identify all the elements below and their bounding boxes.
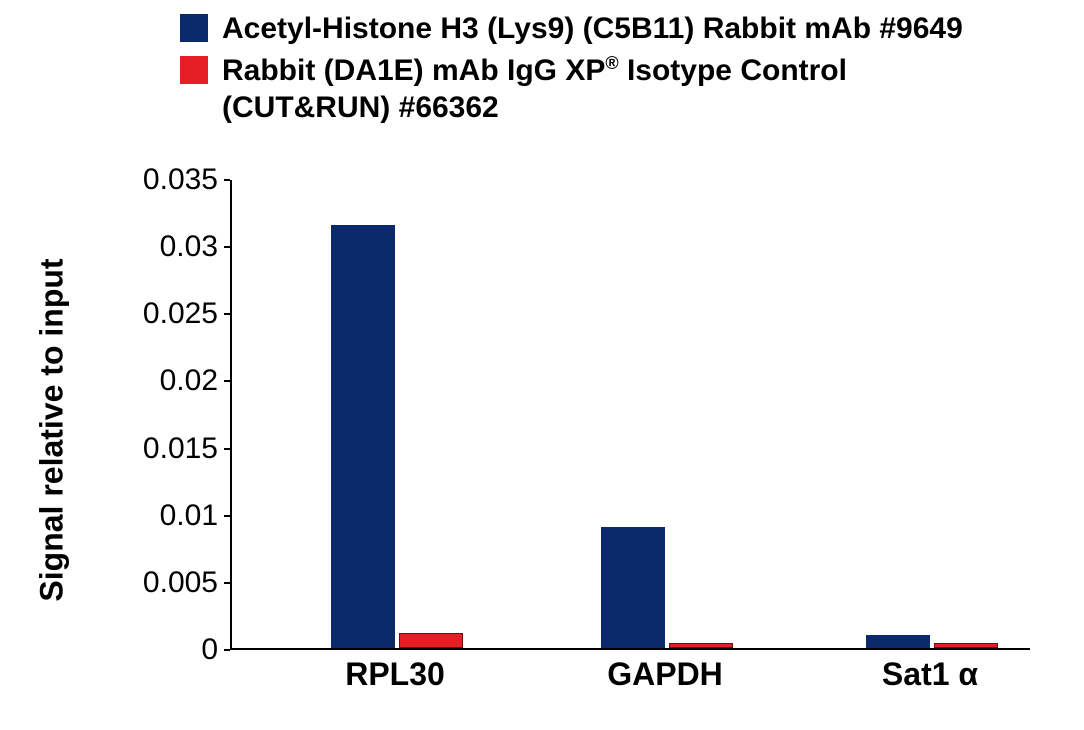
legend-item: Rabbit (DA1E) mAb IgG XP® Isotype Contro… — [180, 52, 1000, 127]
legend-swatch-series2 — [180, 56, 208, 84]
y-tick-label: 0.01 — [0, 499, 218, 533]
y-tick-label: 0.03 — [0, 230, 218, 264]
x-category-label: Sat1 α — [882, 656, 978, 693]
y-tick-label: 0.035 — [0, 163, 218, 197]
y-tick-label: 0 — [0, 633, 218, 667]
bar-series1 — [601, 527, 665, 648]
legend: Acetyl-Histone H3 (Lys9) (C5B11) Rabbit … — [180, 10, 1000, 131]
chart-container: Acetyl-Histone H3 (Lys9) (C5B11) Rabbit … — [0, 0, 1084, 730]
y-tick-label: 0.025 — [0, 297, 218, 331]
y-tick-label: 0.015 — [0, 432, 218, 466]
y-tick-label: 0.005 — [0, 566, 218, 600]
bar-series2 — [669, 643, 733, 648]
y-tick-label: 0.02 — [0, 364, 218, 398]
legend-swatch-series1 — [180, 14, 208, 42]
legend-label-series2: Rabbit (DA1E) mAb IgG XP® Isotype Contro… — [222, 52, 1000, 127]
bar-series1 — [866, 635, 930, 648]
x-category-label: GAPDH — [607, 656, 723, 693]
legend-label-series1: Acetyl-Histone H3 (Lys9) (C5B11) Rabbit … — [222, 10, 963, 48]
plot-area — [230, 180, 1030, 650]
bar-series1 — [331, 225, 395, 648]
legend-item: Acetyl-Histone H3 (Lys9) (C5B11) Rabbit … — [180, 10, 1000, 48]
bar-series2 — [399, 633, 463, 648]
bar-series2 — [934, 643, 998, 648]
x-category-label: RPL30 — [345, 656, 445, 693]
